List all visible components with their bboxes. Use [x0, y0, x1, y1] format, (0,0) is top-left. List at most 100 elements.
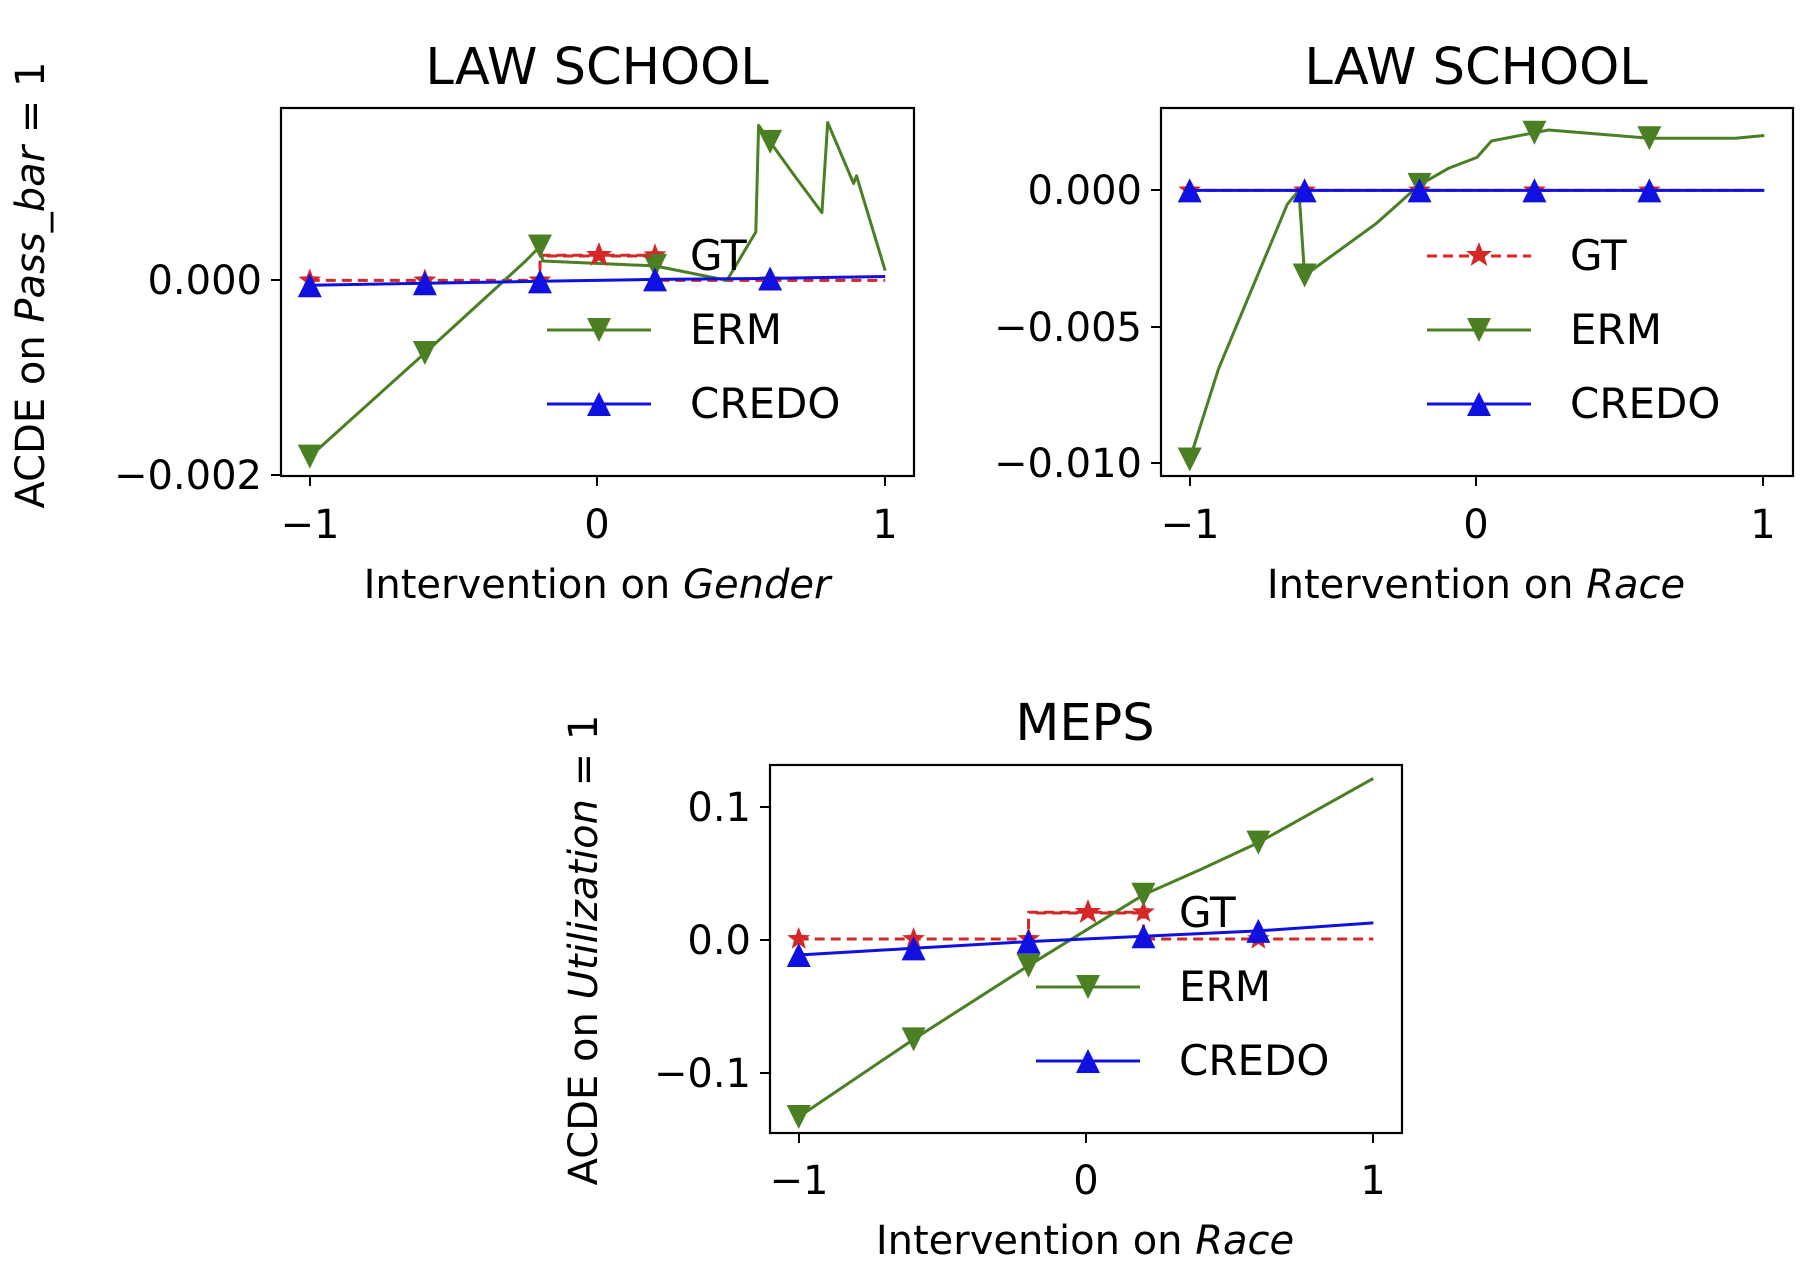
- x-tick-label: 0: [584, 502, 609, 548]
- x-tick-label: −1: [1161, 502, 1220, 548]
- legend-label: ERM: [690, 305, 782, 354]
- chart-law-school-gender: LAW SCHOOL −1 0 1 −0.002 0.000 Intervent…: [8, 38, 916, 608]
- y-tick-label: 0.1: [687, 785, 751, 831]
- y-tick-label: 0.000: [147, 258, 262, 304]
- series-line-credo: [798, 921, 1374, 957]
- x-axis-label: Intervention on Race: [1267, 562, 1685, 608]
- triangle-down-marker-icon: [1076, 975, 1100, 999]
- x-axis-label: Intervention on Gender: [364, 562, 833, 608]
- legend-label: GT: [1570, 231, 1627, 280]
- chart-title: MEPS: [1015, 694, 1154, 753]
- data-point-gt: [787, 927, 811, 949]
- legend-label: CREDO: [690, 379, 840, 428]
- data-point-erm: [643, 253, 668, 278]
- chart-title: LAW SCHOOL: [425, 38, 769, 97]
- data-point-gt: [1132, 900, 1155, 922]
- legend-item-gt: GT: [547, 231, 747, 280]
- legend-label: GT: [1179, 888, 1236, 937]
- data-point-erm: [901, 1027, 926, 1052]
- data-point-credo: [786, 943, 811, 968]
- data-point-credo: [412, 271, 437, 296]
- data-point-erm: [1637, 126, 1662, 151]
- triangle-up-marker-icon: [587, 392, 611, 416]
- data-point-credo: [901, 936, 926, 961]
- data-point-erm: [786, 1104, 811, 1129]
- chart-title: LAW SCHOOL: [1304, 38, 1648, 97]
- data-point-erm: [1246, 830, 1271, 855]
- data-point-erm: [1177, 447, 1202, 472]
- series-line-erm: [308, 121, 887, 458]
- legend-item-credo: CREDO: [547, 379, 840, 428]
- data-point-credo: [1246, 918, 1271, 943]
- triangle-up-marker-icon: [1076, 1049, 1100, 1073]
- chart-law-school-race: LAW SCHOOL −1 0 1 −0.010 −0.005 0.000 In…: [994, 38, 1795, 608]
- legend-item-gt: GT: [1427, 231, 1627, 280]
- data-point-credo: [527, 269, 552, 294]
- star-marker-icon: [1466, 242, 1492, 266]
- legend-label: ERM: [1179, 962, 1271, 1011]
- data-point-erm: [297, 444, 322, 469]
- data-point-credo: [1131, 924, 1156, 949]
- legend-label: CREDO: [1179, 1036, 1329, 1085]
- x-tick-label: 1: [1750, 502, 1775, 548]
- data-point-erm: [1016, 953, 1041, 978]
- legend-item-erm: ERM: [1036, 962, 1271, 1011]
- x-tick-labels: −1 0 1: [281, 476, 898, 548]
- triangle-down-marker-icon: [587, 318, 611, 342]
- y-axis-label: ACDE on Utilization = 1: [561, 715, 607, 1186]
- legend: GT ERM CREDO: [547, 231, 840, 428]
- y-tick-label: −0.1: [654, 1051, 751, 1097]
- data-point-credo: [1177, 178, 1202, 203]
- legend-item-credo: CREDO: [1036, 1036, 1329, 1085]
- triangle-down-marker-icon: [1467, 318, 1491, 342]
- y-tick-label: −0.002: [114, 453, 262, 499]
- legend-label: ERM: [1570, 305, 1662, 354]
- data-point-credo: [1292, 178, 1317, 203]
- data-point-erm: [1292, 263, 1317, 288]
- legend: GT ERM CREDO: [1036, 888, 1329, 1085]
- data-point-credo: [297, 273, 322, 298]
- x-tick-label: −1: [281, 502, 340, 548]
- series-line-credo: [309, 275, 886, 287]
- triangle-up-marker-icon: [1467, 392, 1491, 416]
- chart-meps-race: MEPS −1 0 1 −0.1 0.0 0.1 Intervention on…: [561, 694, 1404, 1264]
- y-tick-label: 0.000: [1027, 168, 1142, 214]
- y-tick-labels: −0.002 0.000: [114, 258, 281, 499]
- data-point-erm: [527, 234, 552, 259]
- data-point-credo: [643, 267, 668, 292]
- x-tick-label: 1: [872, 502, 897, 548]
- data-point-erm: [758, 129, 783, 154]
- legend-label: CREDO: [1570, 379, 1720, 428]
- y-tick-labels: −0.010 −0.005 0.000: [994, 168, 1161, 487]
- star-marker-icon: [1075, 899, 1101, 923]
- star-marker-icon: [586, 242, 612, 266]
- x-tick-labels: −1 0 1: [1161, 476, 1776, 548]
- data-point-erm: [412, 341, 437, 366]
- y-axis-label: ACDE on Pass_bar = 1: [8, 62, 54, 509]
- data-point-credo: [1637, 178, 1662, 203]
- x-tick-label: −1: [770, 1158, 829, 1204]
- y-tick-label: 0.0: [687, 918, 751, 964]
- legend-label: GT: [690, 231, 747, 280]
- x-tick-label: 0: [1073, 1158, 1098, 1204]
- data-point-credo: [1016, 929, 1041, 954]
- data-point-erm: [1131, 882, 1156, 907]
- legend-item-gt: GT: [1036, 888, 1236, 937]
- x-tick-label: 1: [1360, 1158, 1385, 1204]
- legend-item-credo: CREDO: [1427, 379, 1720, 428]
- y-tick-labels: −0.1 0.0 0.1: [654, 785, 770, 1097]
- y-tick-label: −0.005: [994, 305, 1142, 351]
- legend-item-erm: ERM: [1427, 305, 1662, 354]
- data-point-erm: [1522, 120, 1547, 145]
- x-tick-labels: −1 0 1: [770, 1133, 1386, 1204]
- data-point-credo: [1522, 178, 1547, 203]
- legend-item-erm: ERM: [547, 305, 782, 354]
- x-axis-label: Intervention on Race: [876, 1218, 1294, 1264]
- y-tick-label: −0.010: [994, 441, 1142, 487]
- x-tick-label: 0: [1463, 502, 1488, 548]
- data-point-credo: [758, 266, 783, 291]
- data-point-credo: [1407, 178, 1432, 203]
- series-line-gt: [798, 910, 1374, 941]
- legend: GT ERM CREDO: [1427, 231, 1720, 428]
